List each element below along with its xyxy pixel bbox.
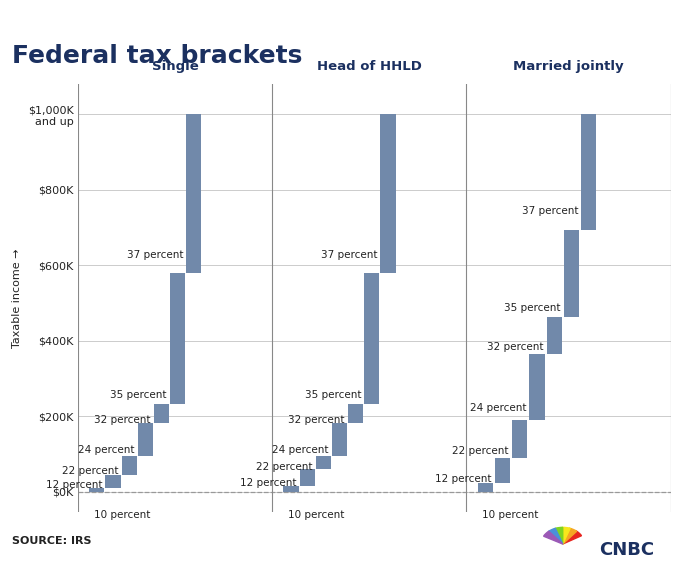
Wedge shape — [563, 528, 577, 544]
Bar — [283, 486, 298, 492]
Text: 10 percent: 10 percent — [94, 510, 151, 520]
Text: 12 percent: 12 percent — [45, 480, 102, 490]
Text: 37 percent: 37 percent — [521, 206, 578, 216]
Bar — [316, 456, 331, 469]
Bar — [581, 114, 597, 230]
Text: 37 percent: 37 percent — [127, 250, 183, 259]
Text: Married jointly: Married jointly — [513, 60, 624, 74]
Wedge shape — [544, 532, 563, 544]
Bar — [530, 354, 544, 420]
Text: 32 percent: 32 percent — [487, 343, 544, 353]
Text: 35 percent: 35 percent — [304, 390, 361, 400]
Bar — [121, 456, 137, 475]
Text: SOURCE: IRS: SOURCE: IRS — [12, 536, 92, 545]
Text: 12 percent: 12 percent — [240, 478, 296, 488]
Bar — [564, 230, 579, 317]
Text: Single: Single — [152, 60, 199, 74]
Bar — [332, 423, 347, 456]
Bar — [186, 114, 201, 273]
Wedge shape — [562, 527, 570, 544]
Bar — [512, 420, 527, 458]
Bar — [89, 488, 104, 492]
Y-axis label: Taxable income →: Taxable income → — [12, 248, 22, 348]
Bar — [300, 469, 315, 486]
Text: Federal tax brackets: Federal tax brackets — [12, 44, 302, 68]
Text: 12 percent: 12 percent — [435, 474, 492, 484]
Text: 22 percent: 22 percent — [452, 446, 509, 456]
Text: 24 percent: 24 percent — [470, 403, 526, 413]
Bar — [477, 483, 493, 492]
Text: 32 percent: 32 percent — [94, 415, 151, 424]
Text: 37 percent: 37 percent — [321, 250, 377, 259]
Bar — [170, 273, 185, 404]
Wedge shape — [549, 529, 563, 544]
Bar — [546, 317, 562, 354]
Text: 35 percent: 35 percent — [111, 390, 167, 400]
Text: 10 percent: 10 percent — [483, 510, 539, 520]
Bar — [106, 475, 121, 488]
Text: 22 percent: 22 percent — [256, 461, 313, 472]
Bar — [495, 458, 510, 483]
Wedge shape — [555, 527, 563, 544]
Text: 10 percent: 10 percent — [288, 510, 344, 520]
Text: CNBC: CNBC — [599, 541, 654, 559]
Text: 24 percent: 24 percent — [78, 445, 134, 455]
Text: 32 percent: 32 percent — [288, 415, 345, 424]
Bar — [154, 404, 169, 423]
Wedge shape — [563, 531, 582, 544]
Bar — [138, 423, 153, 456]
Bar — [364, 273, 380, 404]
Bar — [348, 404, 363, 423]
Text: 35 percent: 35 percent — [504, 303, 561, 313]
Text: 24 percent: 24 percent — [272, 445, 329, 455]
Text: 22 percent: 22 percent — [62, 466, 119, 477]
Bar — [380, 114, 395, 273]
Text: Head of HHLD: Head of HHLD — [317, 60, 422, 74]
